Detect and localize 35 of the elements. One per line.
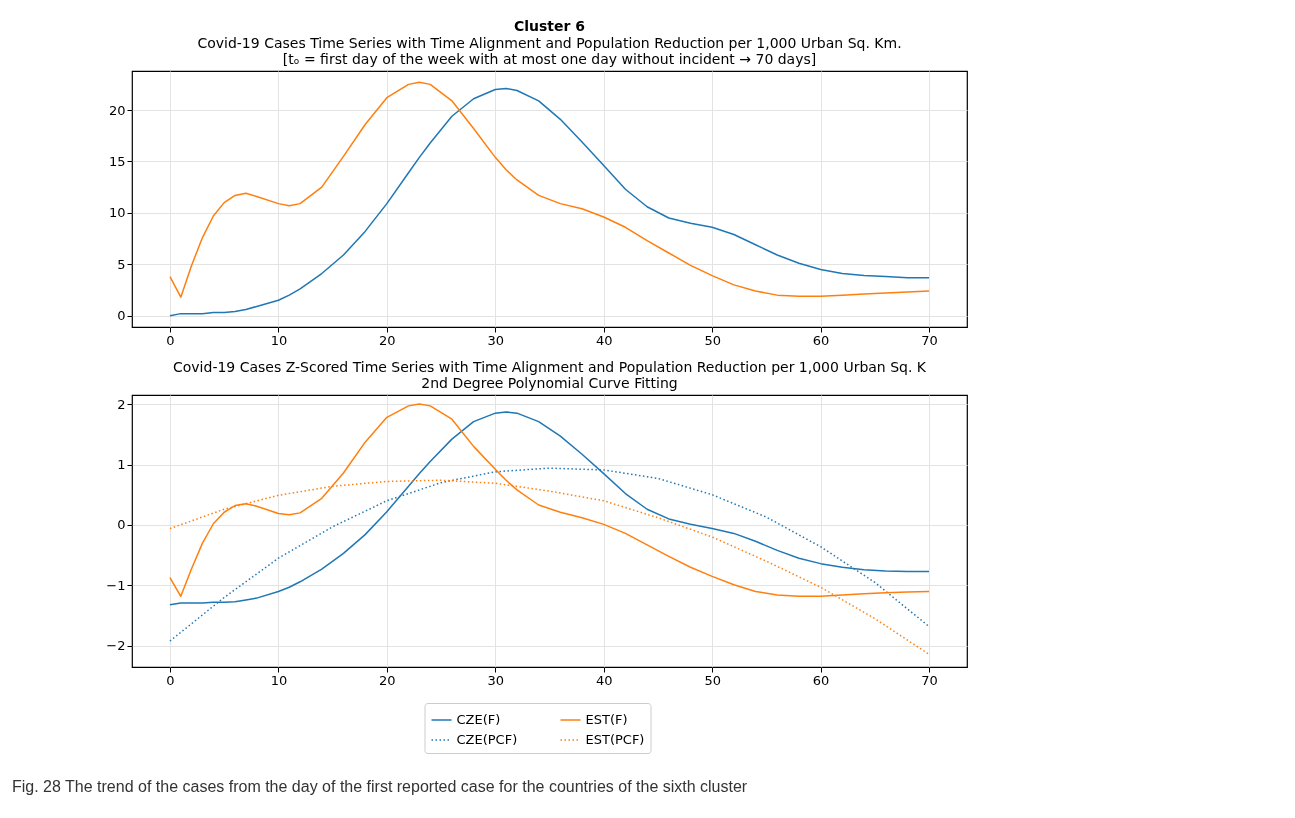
y-tick-label: 2 bbox=[117, 396, 126, 412]
x-tick-label: 70 bbox=[921, 332, 938, 348]
caption: Fig. 28 The trend of the cases from the day of the first reported case for the countries of the sixth cluster bbox=[11, 777, 749, 796]
chart-subtitle: Covid-19 Cases Time Series with Time Alignment and Population Reduction per 1,000 Urban Sq. Km. [tₒ = first day of the week with at most one day without incident → 70 days] bbox=[197, 35, 902, 67]
x-tick-label: 20 bbox=[379, 332, 396, 348]
chart-title: Cluster 6 bbox=[513, 18, 586, 34]
x-tick-label: 10 bbox=[270, 332, 288, 348]
x-tick-label: 50 bbox=[704, 672, 721, 688]
x-tick-label: 60 bbox=[812, 332, 830, 348]
x-tick-label: 20 bbox=[379, 672, 396, 688]
legend-label: CZE(F) bbox=[456, 712, 501, 727]
legend-label: CZE(PCF) bbox=[456, 732, 518, 747]
x-tick-label: 40 bbox=[595, 332, 613, 348]
x-tick-label: 70 bbox=[921, 672, 938, 688]
y-tick-label: 0 bbox=[117, 517, 126, 533]
x-tick-label: 0 bbox=[166, 332, 175, 348]
x-tick-label: 40 bbox=[595, 672, 613, 688]
legend-label: EST(F) bbox=[585, 712, 628, 727]
y-tick-label: 5 bbox=[117, 256, 126, 272]
y-tick-label: −1 bbox=[106, 577, 126, 593]
x-tick-label: 60 bbox=[812, 672, 830, 688]
x-tick-label: 50 bbox=[704, 332, 721, 348]
x-tick-label: 0 bbox=[166, 672, 175, 688]
chart-subtitle: 2nd Degree Polynomial Curve Fitting bbox=[421, 375, 678, 391]
y-tick-label: 15 bbox=[108, 153, 126, 169]
y-tick-label: 20 bbox=[108, 102, 126, 118]
y-tick-label: −2 bbox=[106, 638, 126, 654]
chart-title: Covid-19 Cases Z-Scored Time Series with Time Alignment and Population Reduction per 1,000 Urban Sq. K bbox=[172, 359, 927, 375]
x-tick-label: 30 bbox=[487, 332, 505, 348]
y-tick-label: 1 bbox=[117, 457, 126, 473]
x-tick-label: 10 bbox=[270, 672, 288, 688]
y-tick-label: 0 bbox=[117, 308, 126, 324]
legend-label: EST(PCF) bbox=[585, 732, 645, 747]
x-tick-label: 30 bbox=[487, 672, 505, 688]
y-tick-label: 10 bbox=[108, 205, 126, 221]
